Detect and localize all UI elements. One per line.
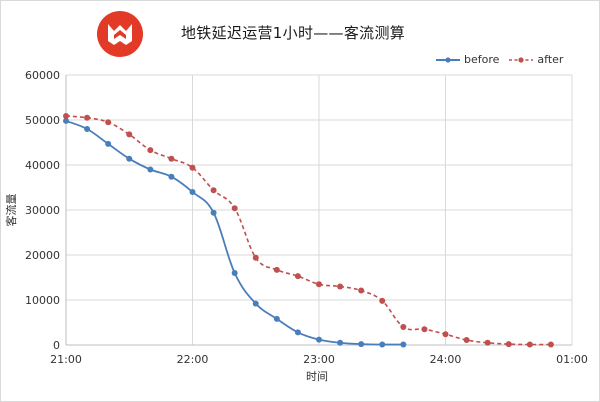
data-point-after (484, 339, 491, 346)
data-point-before (337, 339, 344, 346)
legend-label-after: after (537, 53, 564, 66)
x-axis-label: 时间 (306, 370, 328, 383)
y-tick-label: 40000 (25, 159, 60, 172)
data-point-before (379, 341, 386, 348)
series-layer (63, 112, 554, 348)
x-tick-label: 24:00 (430, 353, 462, 366)
data-point-after (337, 283, 344, 290)
data-point-after (400, 324, 407, 330)
data-point-after (147, 147, 154, 154)
data-point-before (210, 209, 217, 216)
data-point-after (105, 119, 112, 126)
data-point-after (526, 341, 533, 348)
data-point-after (379, 297, 386, 304)
legend-swatch-after (509, 56, 534, 63)
data-point-before (105, 140, 112, 147)
y-tick-label: 0 (53, 339, 60, 352)
data-point-after (294, 273, 301, 280)
legend-label-before: before (464, 53, 500, 66)
y-tick-label: 50000 (25, 114, 60, 127)
series-line-before (65, 120, 404, 346)
data-point-before (63, 117, 69, 124)
data-point-after (273, 266, 280, 273)
y-tick-label: 10000 (25, 294, 60, 307)
data-point-before (231, 270, 238, 276)
brand-logo (97, 11, 143, 57)
y-tick-label: 30000 (25, 204, 60, 217)
data-point-after (505, 341, 512, 348)
data-point-before (252, 300, 259, 307)
data-point-after (252, 254, 259, 261)
data-point-before (400, 341, 407, 348)
legend-item-after: after (509, 53, 563, 66)
x-tick-label: 01:00 (556, 353, 588, 366)
data-point-after (442, 331, 449, 338)
x-tick-label: 21:00 (50, 353, 82, 366)
x-tick-label: 22:00 (177, 353, 209, 366)
grid-lines (66, 74, 573, 345)
legend-item-before: before (436, 53, 499, 66)
data-point-before (273, 315, 280, 322)
y-tick-label: 60000 (25, 69, 60, 82)
chart-title: 地铁延迟运营1小时——客流测算 (181, 24, 406, 42)
data-point-after (316, 281, 322, 288)
data-point-after (421, 326, 428, 333)
data-point-after (168, 155, 175, 162)
data-point-after (126, 131, 133, 138)
data-point-after (84, 114, 91, 121)
data-point-before (316, 336, 322, 343)
data-point-before (126, 155, 133, 162)
data-point-after (63, 112, 69, 119)
data-point-after (547, 341, 554, 348)
data-point-after (358, 287, 365, 294)
data-point-after (231, 205, 238, 212)
legend-swatch-before (436, 56, 460, 63)
chart-legend: before after (436, 53, 563, 66)
data-point-after (210, 187, 217, 194)
series-line-after (65, 115, 551, 346)
y-axis-label: 客流量 (4, 194, 18, 227)
data-point-before (84, 126, 91, 132)
data-point-before (168, 173, 175, 180)
data-point-before (147, 166, 154, 173)
data-point-before (358, 341, 365, 348)
axes: 0 10000 20000 30000 40000 50000 60000 21:00 22:0… (25, 69, 588, 366)
data-point-before (294, 329, 301, 336)
data-point-before (189, 189, 196, 195)
brand-logo-graphic (108, 24, 132, 45)
x-tick-label: 23:00 (303, 353, 335, 366)
data-point-after (463, 337, 470, 344)
y-tick-label: 20000 (25, 249, 60, 262)
data-point-after (189, 164, 196, 171)
